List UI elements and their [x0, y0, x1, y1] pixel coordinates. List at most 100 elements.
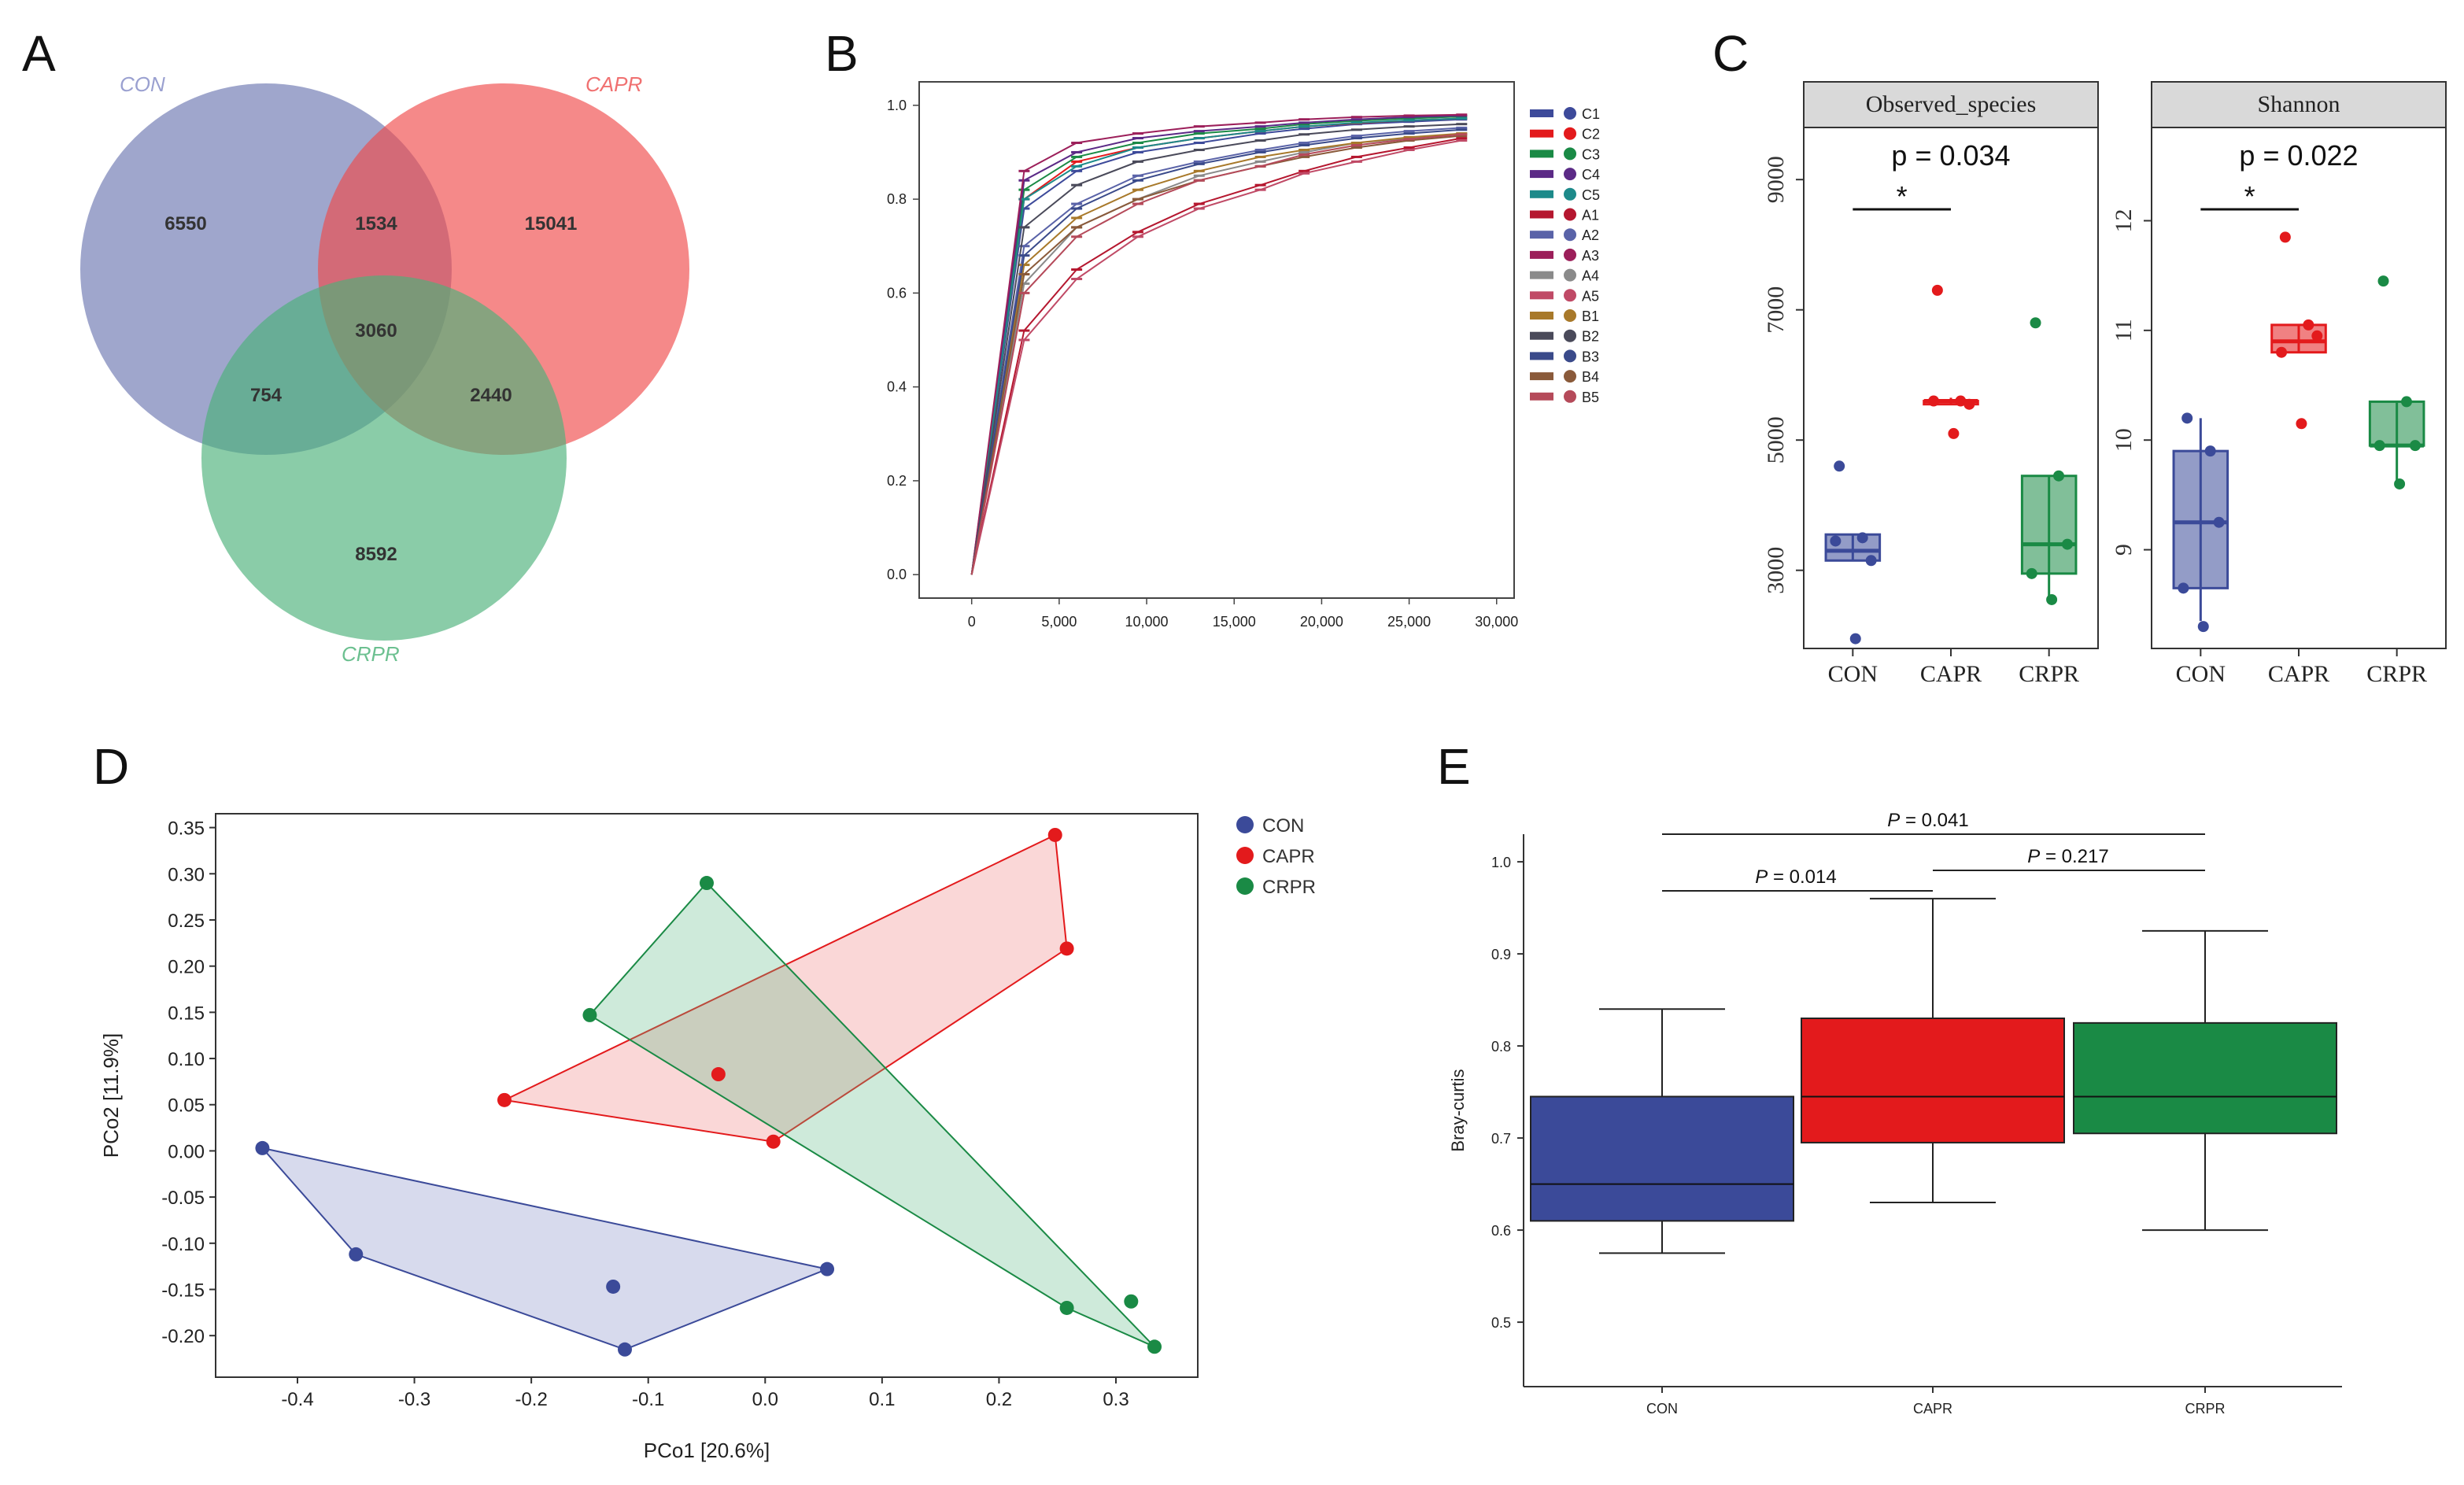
rarefaction-line-A5	[970, 139, 1462, 575]
y-tick-label: 12	[2111, 209, 2137, 232]
y-tick-label: 0.6	[887, 285, 907, 301]
legend-label-B1: B1	[1582, 308, 1599, 324]
y-tick-label: 7000	[1763, 286, 1789, 334]
data-point-CON	[1849, 633, 1861, 645]
x-axis-label: PCo1 [20.6%]	[644, 1439, 770, 1462]
data-point-CON	[2204, 445, 2216, 457]
legend-marker-CAPR	[1236, 847, 1254, 864]
sample-point-CAPR	[1059, 941, 1074, 956]
x-tick-label: 0.3	[1103, 1389, 1129, 1410]
y-tick-label: 0.8	[887, 191, 907, 207]
legend-label-B5: B5	[1582, 390, 1599, 405]
sample-point-CRPR	[1147, 1339, 1162, 1354]
venn-diagram: CON CAPR CRPR 6550 1534 15041 3060 754 2…	[80, 72, 689, 666]
x-tick-label-CAPR: CAPR	[1920, 661, 1982, 687]
rarefaction-line-A2	[970, 127, 1462, 575]
data-point-CON	[1865, 555, 1877, 567]
panel-label-a: A	[22, 25, 56, 82]
legend-label-C2: C2	[1582, 127, 1600, 142]
legend-swatch-B2	[1530, 331, 1553, 340]
comparison-p-value-2: P = 0.217	[2027, 846, 2108, 867]
box-CRPR	[2368, 400, 2425, 447]
venn-count-capr-crpr: 2440	[470, 385, 512, 406]
legend-marker-B3	[1564, 349, 1576, 363]
y-tick-label: 0.30	[168, 864, 205, 885]
data-point-CON	[1830, 535, 1842, 547]
y-tick-label: -0.10	[161, 1234, 205, 1255]
data-point-CAPR	[2303, 319, 2314, 331]
legend-swatch-B5	[1530, 392, 1553, 401]
rarefaction-frame	[918, 81, 1515, 599]
legend-marker-B5	[1564, 390, 1576, 403]
facet-strip	[1803, 81, 2099, 128]
venn-count-con-capr: 1534	[355, 213, 397, 235]
sample-point-CON	[820, 1262, 835, 1276]
data-point-CAPR	[1928, 395, 1940, 407]
panel-label-b: B	[825, 25, 859, 82]
venn-label-con: CON	[120, 72, 165, 96]
legend-marker-C1	[1564, 107, 1576, 120]
facet-title: Shannon	[2258, 91, 2340, 117]
rarefaction-line-B2	[970, 123, 1462, 575]
rarefaction-line-A3	[970, 113, 1462, 575]
x-tick-label-CRPR: CRPR	[2185, 1401, 2225, 1417]
y-tick-label: 0.8	[1491, 1039, 1511, 1055]
data-point-CAPR	[2311, 330, 2323, 342]
y-axis-label: Bray-curtis	[1448, 1069, 1468, 1151]
legend-swatch-A2	[1530, 231, 1553, 239]
data-point-CON	[2197, 621, 2209, 633]
x-tick-label-CON: CON	[2176, 661, 2226, 687]
legend-swatch-B1	[1530, 312, 1553, 320]
legend-label-C5: C5	[1582, 187, 1600, 203]
legend-swatch-C4	[1530, 170, 1553, 179]
x-tick-label: -0.1	[632, 1389, 664, 1410]
venn-count-con-crpr: 754	[250, 385, 283, 406]
rarefaction-chart: 0.0 0.2 0.4 0.6 0.8 1.0 0 5,000 10,000 15,000 20,0…	[887, 81, 1600, 630]
y-tick-label: 11	[2111, 319, 2137, 342]
y-tick-label: 0.00	[168, 1141, 205, 1162]
legend-marker-C3	[1564, 147, 1576, 161]
data-point-CAPR	[2279, 231, 2291, 243]
legend-label-CAPR: CAPR	[1262, 846, 1315, 867]
legend-swatch-A1	[1530, 210, 1553, 219]
x-tick-label: -0.3	[398, 1389, 430, 1410]
rarefaction-line-C3	[970, 116, 1462, 575]
data-point-CAPR	[1931, 284, 1943, 296]
x-tick-label: 15,000	[1213, 614, 1256, 630]
venn-count-crpr-only: 8592	[355, 544, 397, 565]
sample-point-CON	[349, 1247, 364, 1262]
x-tick-label: -0.2	[515, 1389, 547, 1410]
legend-marker-B2	[1564, 329, 1576, 342]
venn-label-crpr: CRPR	[342, 642, 400, 666]
legend-swatch-B4	[1530, 372, 1553, 381]
significance-star: *	[2244, 180, 2255, 212]
y-tick-label: 1.0	[887, 98, 907, 113]
data-point-CON	[2213, 516, 2225, 528]
legend-swatch-C2	[1530, 129, 1553, 138]
p-value-annotation: p = 0.022	[2239, 139, 2358, 172]
legend-label-A5: A5	[1582, 288, 1599, 304]
sample-point-CAPR	[766, 1134, 781, 1149]
legend-label-B3: B3	[1582, 349, 1599, 364]
y-tick-label: 1.0	[1491, 855, 1511, 870]
data-point-CON	[1834, 460, 1845, 472]
y-tick-label: 9000	[1763, 156, 1789, 203]
data-point-CAPR	[1963, 398, 1975, 410]
data-point-CON	[2181, 412, 2193, 424]
sample-point-CRPR	[582, 1007, 597, 1022]
y-tick-label: 0.6	[1491, 1223, 1511, 1239]
x-tick-label: 0.0	[752, 1389, 778, 1410]
sample-point-CAPR	[1047, 827, 1062, 842]
x-tick-label-CRPR: CRPR	[2366, 661, 2427, 687]
data-point-CAPR	[2276, 346, 2288, 358]
y-tick-label: 0.9	[1491, 947, 1511, 962]
data-point-CON	[1856, 532, 1868, 544]
rarefaction-line-B1	[970, 132, 1462, 575]
x-tick-label: 10,000	[1125, 614, 1169, 630]
legend-swatch-C1	[1530, 109, 1553, 117]
legend-label-A3: A3	[1582, 248, 1599, 264]
legend-label-B4: B4	[1582, 369, 1599, 385]
box-CAPR	[1801, 1018, 2065, 1143]
y-tick-label: -0.05	[161, 1188, 205, 1209]
